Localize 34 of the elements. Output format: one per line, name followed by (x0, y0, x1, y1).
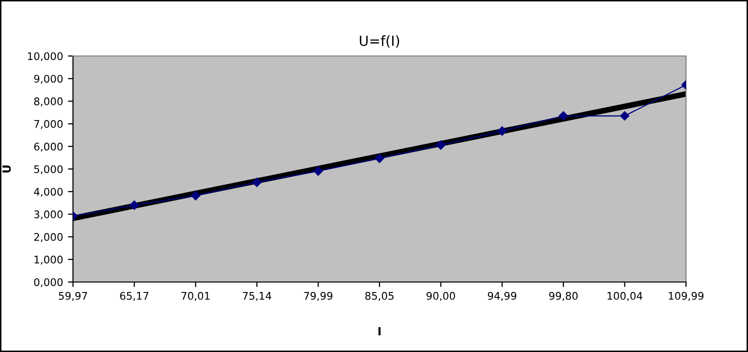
y-tick-label: 1,000 (34, 256, 63, 265)
x-axis-title: I (378, 327, 381, 336)
x-tick-label: 99,80 (549, 292, 578, 301)
x-tick-label: 75,14 (242, 292, 272, 301)
x-tick-label: 70,01 (182, 292, 210, 301)
point (497, 126, 507, 136)
y-tick-label: 8,000 (34, 97, 63, 106)
point (558, 111, 568, 121)
point (190, 191, 200, 200)
y-tick-label: 10,000 (28, 52, 63, 62)
y-tick-label: 2,000 (34, 233, 63, 242)
chart-title: U=f(I) (360, 35, 400, 48)
point (314, 166, 323, 176)
y-tick-label: 4,000 (34, 188, 63, 197)
point (130, 200, 139, 210)
y-tick-label: 6,000 (34, 142, 63, 152)
y-tick-label: 9,000 (34, 74, 63, 84)
y-tick-label: 3,000 (34, 210, 63, 220)
y-axis-title: U (2, 166, 11, 172)
x-tick-label: 79,99 (304, 292, 332, 301)
y-tick-label: 7,000 (34, 120, 63, 129)
x-tick-label: 65,17 (120, 292, 148, 301)
point (374, 154, 384, 163)
x-tick-label: 109,99 (668, 292, 704, 301)
x-tick-label: 85,05 (365, 292, 394, 301)
y-tick-label: 0,000 (34, 278, 63, 288)
y-tick-label: 5,000 (34, 165, 63, 174)
x-tick-label: 94,99 (488, 292, 516, 301)
x-tick-label: 59,97 (58, 292, 88, 301)
point (620, 111, 630, 121)
x-tick-label: 90,00 (426, 292, 456, 301)
point (436, 140, 446, 150)
x-tick-label: 100,04 (608, 292, 642, 301)
point (252, 178, 262, 187)
